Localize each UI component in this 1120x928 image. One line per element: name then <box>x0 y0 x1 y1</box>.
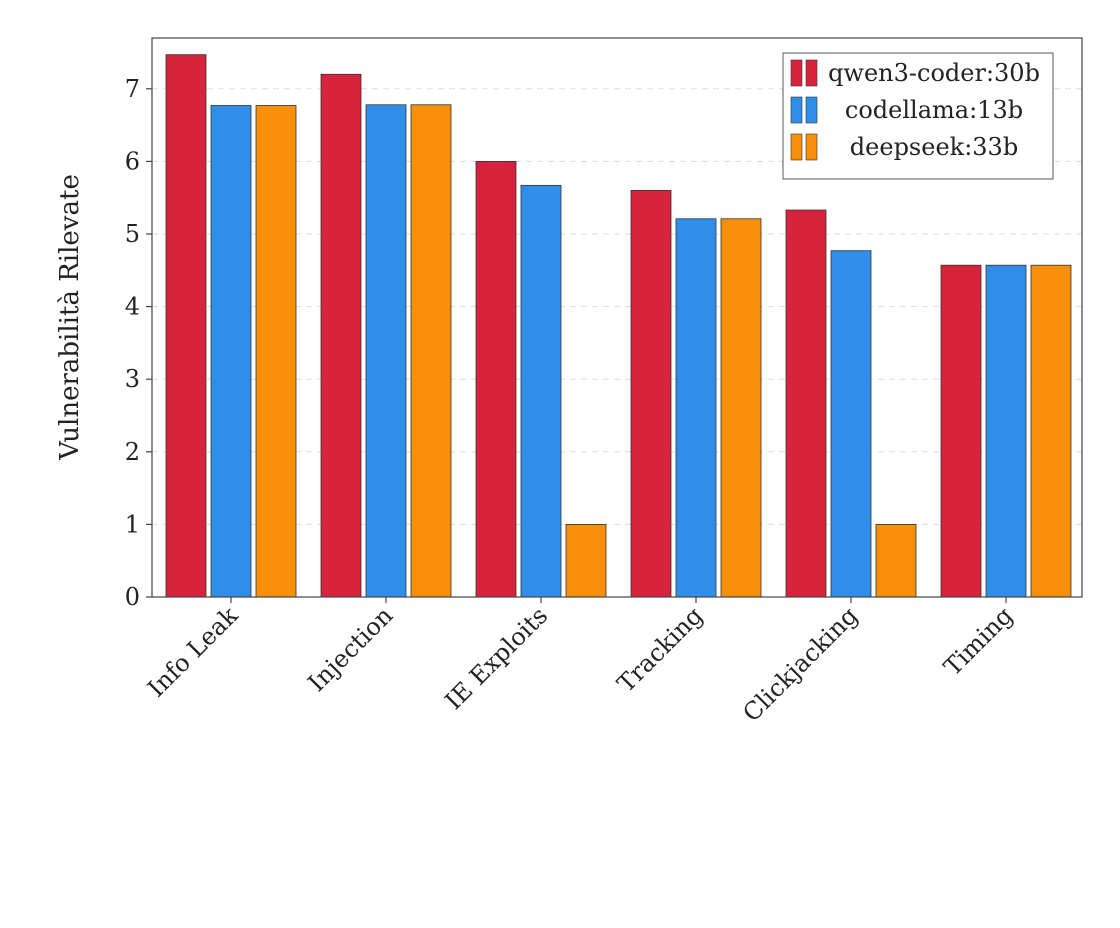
legend-swatch <box>805 59 818 87</box>
x-tick-label: Timing <box>938 601 1018 681</box>
legend-swatch <box>790 96 803 124</box>
bar <box>675 218 717 598</box>
bar <box>785 209 827 598</box>
bars <box>165 54 1072 598</box>
legend-label: deepseek:33b <box>850 133 1018 161</box>
bar <box>475 160 517 598</box>
legend-swatch <box>805 133 818 161</box>
bar <box>630 190 672 598</box>
bar <box>565 524 607 598</box>
y-tick-label: 5 <box>125 220 140 248</box>
x-tick-label: Clickjacking <box>737 601 863 727</box>
bar <box>1030 264 1072 598</box>
grid-lines <box>152 88 1082 525</box>
legend-swatch <box>790 59 803 87</box>
y-tick-label: 6 <box>125 147 140 175</box>
bar <box>830 250 872 598</box>
y-tick-label: 1 <box>125 510 140 538</box>
bar <box>720 218 762 598</box>
bar <box>985 264 1027 598</box>
y-axis-ticks: 0 1 2 3 4 5 6 7 <box>125 75 152 611</box>
y-tick-label: 0 <box>125 583 140 611</box>
y-tick-label: 3 <box>125 365 140 393</box>
legend: qwen3-coder:30b codellama:13b deepseek:33b <box>782 52 1054 180</box>
x-tick-label: Info Leak <box>142 601 243 702</box>
legend-label: qwen3-coder:30b <box>828 59 1040 87</box>
y-tick-label: 7 <box>125 75 140 103</box>
bar <box>365 104 407 598</box>
y-tick-label: 4 <box>125 293 140 321</box>
bar <box>320 73 362 598</box>
bar <box>210 105 252 598</box>
legend-swatch <box>790 133 803 161</box>
bar <box>940 264 982 598</box>
x-axis-ticks: Info Leak Injection IE Exploits Tracking Cli… <box>142 597 1018 727</box>
bar <box>165 54 207 598</box>
x-tick-label: Tracking <box>612 601 708 697</box>
plot-frame <box>151 37 1083 598</box>
legend-box <box>782 52 1054 180</box>
x-tick-label: IE Exploits <box>440 601 554 715</box>
bar <box>255 105 297 598</box>
bar <box>875 524 917 598</box>
legend-label: codellama:13b <box>845 96 1023 124</box>
x-tick-label: Injection <box>303 601 399 697</box>
bar <box>410 104 452 598</box>
bar <box>520 184 562 598</box>
y-tick-label: 2 <box>125 438 140 466</box>
y-axis-title: Vulnerabilità Rilevate <box>55 174 85 461</box>
legend-swatch <box>805 96 818 124</box>
